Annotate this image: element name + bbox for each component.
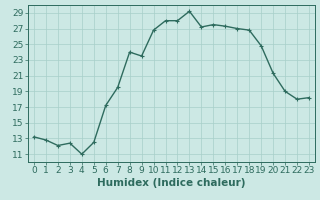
X-axis label: Humidex (Indice chaleur): Humidex (Indice chaleur) (97, 178, 246, 188)
